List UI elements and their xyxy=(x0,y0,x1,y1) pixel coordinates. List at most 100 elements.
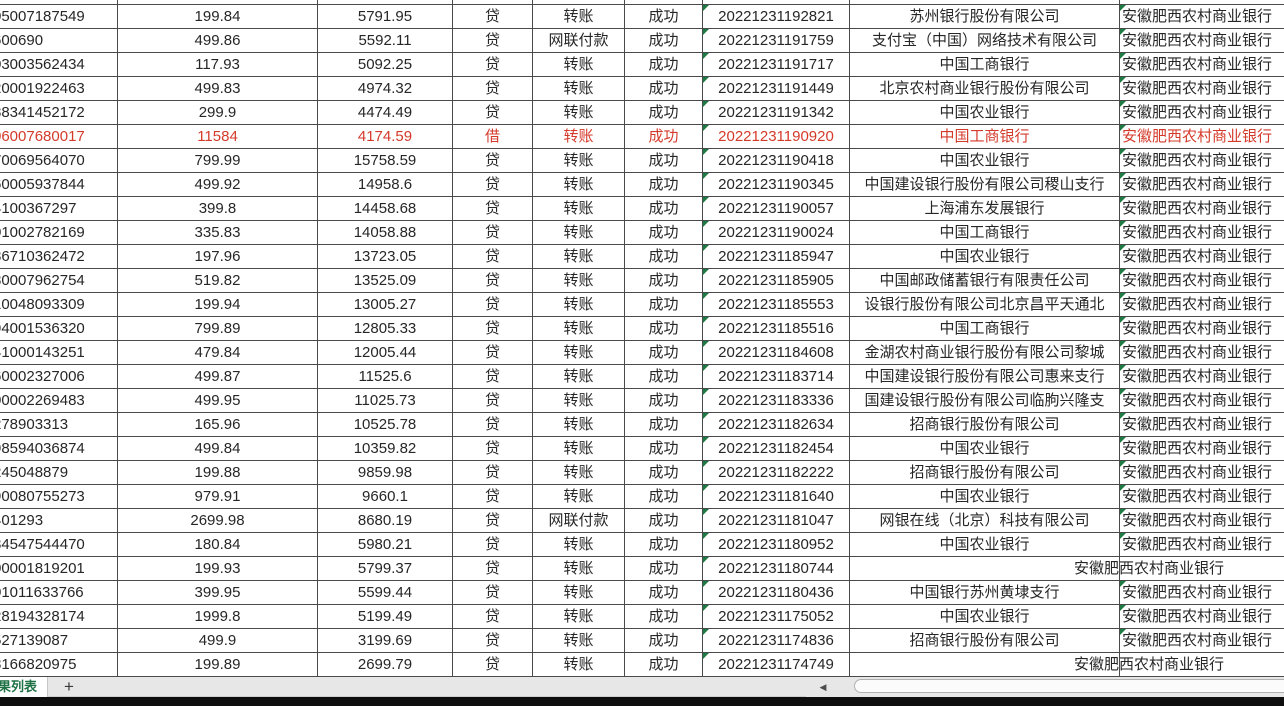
cell-direction[interactable]: 贷 xyxy=(453,221,533,244)
cell-counterparty-bank[interactable]: 中国农业银行 xyxy=(850,149,1120,172)
cell-counterparty-bank[interactable]: 招商银行股份有限公司 xyxy=(850,629,1120,652)
cell-counterparty-bank[interactable]: 中国工商银行 xyxy=(850,221,1120,244)
cell-status[interactable]: 成功 xyxy=(625,77,703,100)
cell-account-bank[interactable]: 安徽肥西农村商业银行 xyxy=(1120,413,1284,436)
cell-status[interactable]: 成功 xyxy=(625,533,703,556)
cell-counterparty-bank[interactable]: 中国农业银行 xyxy=(850,245,1120,268)
cell-direction[interactable]: 贷 xyxy=(453,653,533,676)
cell-direction[interactable]: 贷 xyxy=(453,365,533,388)
cell-direction[interactable]: 贷 xyxy=(453,269,533,292)
cell-account[interactable]: 88341452172 xyxy=(0,101,118,124)
cell-account-bank[interactable]: 安徽肥西农村商业银行 xyxy=(1120,605,1284,628)
cell-timestamp[interactable]: 20221231180952 xyxy=(703,533,850,556)
cell-amount[interactable]: 299.9 xyxy=(118,101,318,124)
cell-counterparty-bank[interactable]: 中国建设银行股份有限公司惠来支行 xyxy=(850,365,1120,388)
cell-timestamp[interactable]: 20221231190057 xyxy=(703,197,850,220)
cell-transaction-type[interactable]: 转账 xyxy=(533,269,625,292)
cell-transaction-type[interactable]: 转账 xyxy=(533,293,625,316)
cell-timestamp[interactable]: 20221231190920 xyxy=(703,125,850,148)
cell-balance[interactable]: 14958.6 xyxy=(318,173,453,196)
cell-counterparty-bank[interactable]: 北京农村商业银行股份有限公司 xyxy=(850,77,1120,100)
cell-status[interactable]: 成功 xyxy=(625,485,703,508)
cell-amount[interactable]: 335.83 xyxy=(118,221,318,244)
cell-balance[interactable]: 13723.05 xyxy=(318,245,453,268)
cell-status[interactable]: 成功 xyxy=(625,29,703,52)
cell-account[interactable]: 527139087 xyxy=(0,629,118,652)
cell-amount[interactable]: 399.95 xyxy=(118,581,318,604)
cell-amount[interactable]: 499.86 xyxy=(118,29,318,52)
cell-timestamp[interactable]: 20221231190345 xyxy=(703,173,850,196)
cell-status[interactable]: 成功 xyxy=(625,653,703,676)
cell-account[interactable]: 98594036874 xyxy=(0,437,118,460)
cell-transaction-type[interactable]: 网联付款 xyxy=(533,509,625,532)
cell-counterparty-bank[interactable]: 苏州银行股份有限公司 xyxy=(850,5,1120,28)
cell-amount[interactable]: 979.91 xyxy=(118,485,318,508)
cell-account-bank[interactable]: 安徽肥西农村商业银行 xyxy=(1120,245,1284,268)
cell-counterparty-bank[interactable] xyxy=(850,557,1120,580)
cell-transaction-type[interactable]: 转账 xyxy=(533,317,625,340)
cell-direction[interactable]: 贷 xyxy=(453,413,533,436)
cell-transaction-type[interactable]: 转账 xyxy=(533,341,625,364)
cell-direction[interactable]: 贷 xyxy=(453,557,533,580)
cell-direction[interactable]: 贷 xyxy=(453,437,533,460)
cell-direction[interactable]: 贷 xyxy=(453,101,533,124)
cell-account-bank[interactable]: 安徽肥西农村商业银行 xyxy=(1120,197,1284,220)
cell-account-bank[interactable]: 安徽肥西农村商业银行 xyxy=(1120,533,1284,556)
cell-direction[interactable]: 贷 xyxy=(453,389,533,412)
cell-counterparty-bank[interactable]: 中国工商银行 xyxy=(850,125,1120,148)
cell-transaction-type[interactable]: 转账 xyxy=(533,125,625,148)
cell-counterparty-bank[interactable]: 中国农业银行 xyxy=(850,605,1120,628)
cell-counterparty-bank[interactable]: 招商银行股份有限公司 xyxy=(850,461,1120,484)
cell-balance[interactable]: 5199.49 xyxy=(318,605,453,628)
cell-transaction-type[interactable]: 转账 xyxy=(533,389,625,412)
cell-timestamp[interactable]: 20221231192821 xyxy=(703,5,850,28)
cell-account[interactable]: 60005937844 xyxy=(0,173,118,196)
cell-status[interactable]: 成功 xyxy=(625,341,703,364)
cell-status[interactable]: 成功 xyxy=(625,413,703,436)
cell-timestamp[interactable]: 20221231191717 xyxy=(703,53,850,76)
cell-transaction-type[interactable]: 转账 xyxy=(533,557,625,580)
cell-balance[interactable]: 15758.59 xyxy=(318,149,453,172)
cell-timestamp[interactable]: 20221231185553 xyxy=(703,293,850,316)
cell-counterparty-bank[interactable]: 中国农业银行 xyxy=(850,533,1120,556)
cell-timestamp[interactable]: 20221231174836 xyxy=(703,629,850,652)
cell-amount[interactable]: 199.88 xyxy=(118,461,318,484)
cell-balance[interactable]: 8680.19 xyxy=(318,509,453,532)
cell-status[interactable]: 成功 xyxy=(625,101,703,124)
cell-account[interactable]: 86710362472 xyxy=(0,245,118,268)
cell-account[interactable]: 8166820975 xyxy=(0,653,118,676)
cell-account[interactable]: 245048879 xyxy=(0,461,118,484)
cell-balance[interactable]: 5092.25 xyxy=(318,53,453,76)
cell-transaction-type[interactable]: 转账 xyxy=(533,605,625,628)
cell-direction[interactable]: 贷 xyxy=(453,5,533,28)
cell-account-bank[interactable]: 安徽肥西农村商业银行 xyxy=(1120,173,1284,196)
cell-account[interactable]: 41000143251 xyxy=(0,341,118,364)
cell-transaction-type[interactable]: 转账 xyxy=(533,5,625,28)
cell-account[interactable]: 05007187549 xyxy=(0,5,118,28)
cell-amount[interactable]: 499.95 xyxy=(118,389,318,412)
cell-balance[interactable]: 5592.11 xyxy=(318,29,453,52)
cell-balance[interactable]: 10525.78 xyxy=(318,413,453,436)
cell-transaction-type[interactable]: 转账 xyxy=(533,365,625,388)
cell-direction[interactable]: 借 xyxy=(453,125,533,148)
cell-status[interactable]: 成功 xyxy=(625,629,703,652)
cell-account-bank[interactable]: 安徽肥西农村商业银行 xyxy=(1120,509,1284,532)
cell-timestamp[interactable]: 20221231180436 xyxy=(703,581,850,604)
cell-transaction-type[interactable]: 转账 xyxy=(533,221,625,244)
cell-account[interactable]: 94001536320 xyxy=(0,317,118,340)
cell-timestamp[interactable]: 20221231191759 xyxy=(703,29,850,52)
cell-counterparty-bank[interactable]: 上海浦东发展银行 xyxy=(850,197,1120,220)
cell-account-bank[interactable]: 安徽肥西农村商业银行 xyxy=(1120,269,1284,292)
scrollbar-thumb[interactable] xyxy=(854,679,1284,693)
cell-status[interactable]: 成功 xyxy=(625,389,703,412)
cell-account[interactable]: 06007680017 xyxy=(0,125,118,148)
cell-counterparty-bank[interactable]: 网银在线（北京）科技有限公司 xyxy=(850,509,1120,532)
cell-amount[interactable]: 199.94 xyxy=(118,293,318,316)
cell-amount[interactable]: 2699.98 xyxy=(118,509,318,532)
cell-account-bank[interactable]: 安徽肥西农村商业银行 xyxy=(1120,101,1284,124)
cell-direction[interactable]: 贷 xyxy=(453,317,533,340)
cell-balance[interactable]: 5791.95 xyxy=(318,5,453,28)
cell-account-bank[interactable]: 安徽肥西农村商业银行 xyxy=(1120,581,1284,604)
cell-balance[interactable]: 14058.88 xyxy=(318,221,453,244)
cell-balance[interactable]: 9660.1 xyxy=(318,485,453,508)
